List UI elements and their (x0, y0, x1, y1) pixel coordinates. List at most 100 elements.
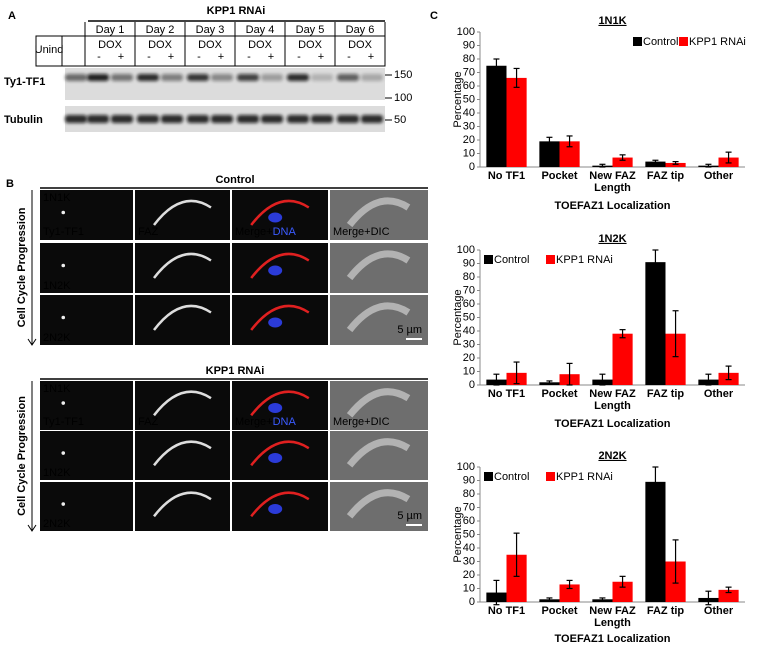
x-tick-label: New FAZ Length (589, 605, 636, 629)
error-bar (599, 163, 606, 168)
band (361, 74, 383, 81)
band (211, 74, 233, 81)
bar (612, 157, 633, 167)
y-tick-label: 90 (463, 474, 475, 486)
arrow-head (27, 338, 37, 346)
bar (718, 589, 739, 602)
chart-title: 2N2K (598, 450, 626, 462)
axis-label: Cell Cycle Progression (16, 207, 28, 327)
channel-label: Merge+DIC (333, 226, 390, 238)
error-bar (619, 329, 626, 339)
y-axis-label: Percentage (452, 71, 464, 127)
group-title: KPP1 RNAi (206, 365, 265, 377)
cell-outline (346, 302, 411, 333)
y-tick-label: 0 (469, 379, 475, 391)
error-bar (705, 163, 712, 168)
micrograph (330, 431, 428, 480)
band (361, 115, 383, 123)
plus-label: + (268, 51, 274, 63)
faz-signal (250, 199, 310, 226)
band (111, 74, 133, 81)
band (137, 115, 159, 123)
x-tick-label-box: Other (703, 605, 734, 617)
blot-header: KPP1 RNAi (207, 5, 266, 17)
x-tick-label-box: New FAZ Length (589, 605, 636, 629)
x-axis-label: TOEFAZ1 Localization (555, 633, 671, 645)
bar (665, 333, 686, 385)
legend-label: Control (643, 36, 678, 48)
x-tick-label-box: Pocket (541, 170, 577, 182)
band (187, 115, 209, 123)
merge-label: Merge+ (235, 416, 273, 428)
error-bar (513, 532, 520, 577)
day-label: Day 2 (146, 24, 175, 36)
minus-label: - (247, 51, 251, 63)
faz-signal (250, 304, 310, 331)
error-bar (566, 362, 573, 386)
band (87, 74, 109, 81)
cell-outline (346, 197, 411, 228)
bar (559, 141, 580, 167)
row-label: 1N1K (43, 383, 71, 395)
faz-signal (250, 440, 310, 467)
y-tick-label: 10 (463, 147, 475, 159)
axis-label: Cell Cycle Progression (16, 396, 28, 516)
bar (486, 65, 507, 167)
bar (645, 262, 666, 385)
micrograph (135, 431, 230, 480)
error-bar (513, 361, 520, 385)
micrograph (40, 431, 133, 480)
y-tick-label: 50 (463, 311, 475, 323)
x-tick-label: Other (703, 605, 734, 617)
channel-label: Merge+DIC (333, 416, 390, 428)
y-tick-label: 30 (463, 120, 475, 132)
micrograph (135, 190, 230, 240)
bar (506, 554, 527, 602)
x-tick-label-box: Pocket (541, 605, 578, 617)
y-tick-label: 40 (463, 107, 475, 119)
y-tick-label: 10 (463, 365, 475, 377)
micrograph (40, 295, 133, 345)
x-tick-label-box: New FAZ Length (589, 388, 635, 412)
y-tick-label: 20 (463, 134, 475, 146)
y-axis-label: Percentage (452, 289, 464, 345)
y-tick-label: 80 (463, 271, 475, 283)
legend-label: KPP1 RNAi (556, 471, 613, 483)
error-bar (546, 597, 553, 602)
error-bar (672, 310, 679, 358)
row-label: Tubulin (4, 114, 43, 126)
error-bar (513, 67, 520, 88)
x-tick-label-box: Other (704, 388, 733, 400)
y-tick-label: 60 (463, 298, 475, 310)
spot (61, 451, 66, 455)
channel-label: Merge+DNA (235, 226, 296, 238)
x-tick-label-box: Pocket (541, 388, 577, 400)
treatment-label: DOX (248, 39, 273, 51)
legend-swatch (484, 472, 493, 481)
chart-title: 1N2K (598, 233, 626, 245)
x-axis-label: TOEFAZ1 Localization (555, 200, 671, 212)
legend-label: KPP1 RNAi (556, 254, 613, 266)
x-tick-label-box: FAZ tip (647, 605, 684, 617)
plus-label: + (168, 51, 174, 63)
faz-signal (250, 491, 310, 518)
band (337, 115, 359, 123)
error-bar (652, 466, 659, 498)
error-bar (566, 135, 573, 148)
error-bar (725, 586, 732, 594)
spot (61, 401, 66, 405)
marker-label: 50 (394, 114, 406, 126)
cell-outline (346, 438, 411, 468)
y-tick-label: 70 (463, 284, 475, 296)
x-tick-label: Pocket (541, 605, 578, 617)
legend-label: Control (494, 254, 529, 266)
error-bar (546, 380, 553, 385)
band (237, 74, 259, 81)
bar (612, 333, 633, 385)
dna-label: DNA (273, 226, 297, 238)
bar (645, 481, 666, 602)
error-bar (672, 539, 679, 584)
x-tick-label: New FAZ Length (589, 170, 636, 194)
row-label: 1N2K (43, 467, 71, 479)
channel-label: Ty1-TF1 (43, 226, 84, 238)
